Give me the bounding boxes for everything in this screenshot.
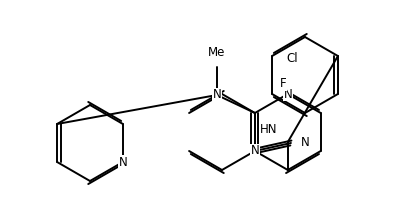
Text: Me: Me [208, 46, 226, 59]
Text: N: N [250, 145, 259, 157]
Text: F: F [280, 77, 287, 90]
Text: N: N [212, 89, 221, 102]
Text: N: N [284, 87, 292, 100]
Text: N: N [118, 155, 127, 169]
Text: Cl: Cl [286, 51, 298, 65]
Text: N: N [301, 136, 310, 150]
Text: HN: HN [260, 123, 278, 136]
